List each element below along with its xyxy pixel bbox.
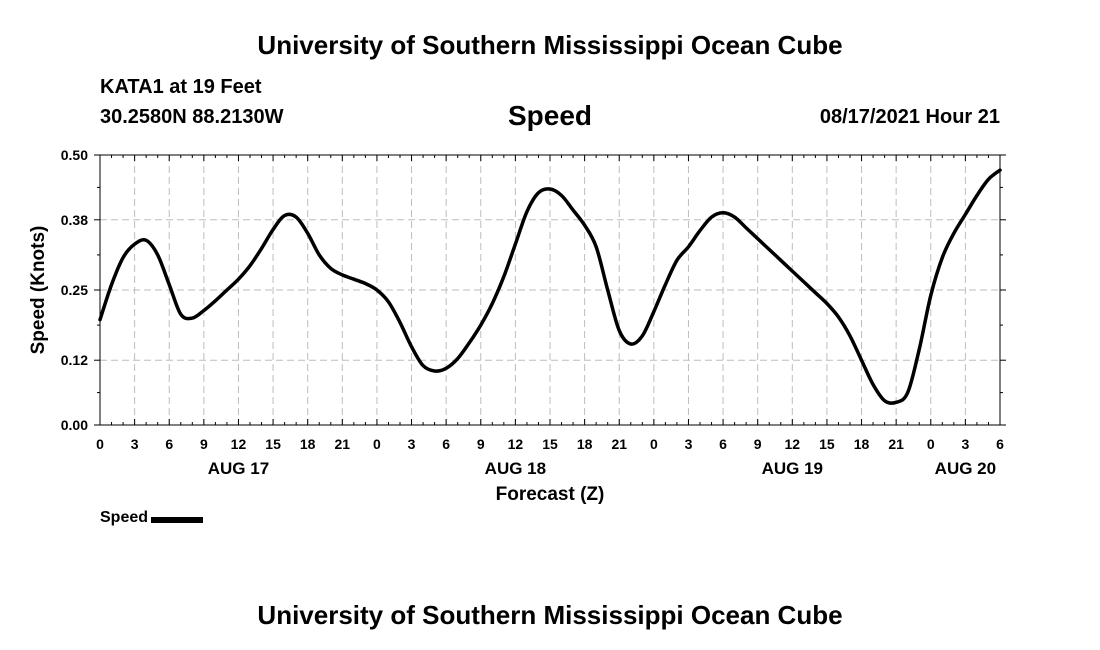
x-tick-label: 9 [754, 436, 762, 452]
x-tick-label: 21 [335, 436, 351, 452]
x-tick-label: 0 [373, 436, 381, 452]
legend-label: Speed [100, 509, 149, 526]
x-tick-label: 18 [577, 436, 593, 452]
date-label: AUG 18 [485, 459, 546, 478]
page-title-top: University of Southern Mississippi Ocean… [257, 30, 843, 60]
coordinates-label: 30.2580N 88.2130W [100, 106, 284, 128]
y-tick-label: 0.00 [61, 417, 88, 433]
x-tick-label: 3 [408, 436, 416, 452]
x-tick-label: 0 [96, 436, 104, 452]
x-tick-label: 18 [854, 436, 870, 452]
date-label: AUG 17 [208, 459, 269, 478]
x-tick-label: 12 [508, 436, 524, 452]
date-label: AUG 19 [762, 459, 823, 478]
x-tick-label: 6 [165, 436, 173, 452]
x-tick-label: 21 [611, 436, 627, 452]
chart-title: Speed [507, 100, 593, 131]
page-title-bottom: University of Southern Mississippi Ocean… [257, 600, 843, 630]
station-label: KATA1 at 19 Feet [100, 76, 262, 98]
x-tick-label: 15 [819, 436, 835, 452]
x-tick-label: 3 [131, 436, 139, 452]
date-labels: AUG 17 AUG 18 AUG 19 AUG 20 [208, 459, 996, 478]
y-axis-tick-labels: 0.00 0.12 0.25 0.38 0.50 [61, 147, 88, 433]
x-tick-label: 12 [231, 436, 247, 452]
y-axis-title: Speed (Knots) [28, 226, 49, 355]
x-tick-label: 0 [650, 436, 658, 452]
x-tick-label: 6 [719, 436, 727, 452]
y-tick-label: 0.25 [61, 282, 88, 298]
x-tick-label: 9 [200, 436, 208, 452]
x-tick-label: 9 [477, 436, 485, 452]
y-tick-label: 0.38 [61, 212, 88, 228]
x-tick-label: 6 [996, 436, 1004, 452]
y-tick-label: 0.50 [61, 147, 88, 163]
y-tick-label: 0.12 [61, 352, 88, 368]
x-tick-label: 12 [785, 436, 801, 452]
x-tick-label: 6 [442, 436, 450, 452]
grid [100, 155, 1000, 425]
x-tick-label: 3 [685, 436, 693, 452]
x-tick-label: 15 [265, 436, 281, 452]
legend-line-swatch [151, 516, 204, 523]
x-axis-title: Forecast (Z) [496, 484, 605, 505]
speed-series-line [98, 168, 1002, 405]
axis-ticks [94, 154, 1006, 426]
legend: Speed [100, 509, 204, 527]
x-tick-label: 18 [300, 436, 316, 452]
x-tick-label: 15 [542, 436, 558, 452]
x-tick-label: 3 [961, 436, 969, 452]
x-tick-label: 0 [927, 436, 935, 452]
datetime-label: 08/17/2021 Hour 21 [819, 106, 1000, 128]
x-tick-label: 21 [888, 436, 904, 452]
x-axis-tick-labels: 0 3 6 9 12 15 18 21 0 3 6 9 12 15 18 21 0 3 6 9 12 15 18 21 0 3 6 [96, 436, 1004, 452]
date-label: AUG 20 [935, 459, 996, 478]
